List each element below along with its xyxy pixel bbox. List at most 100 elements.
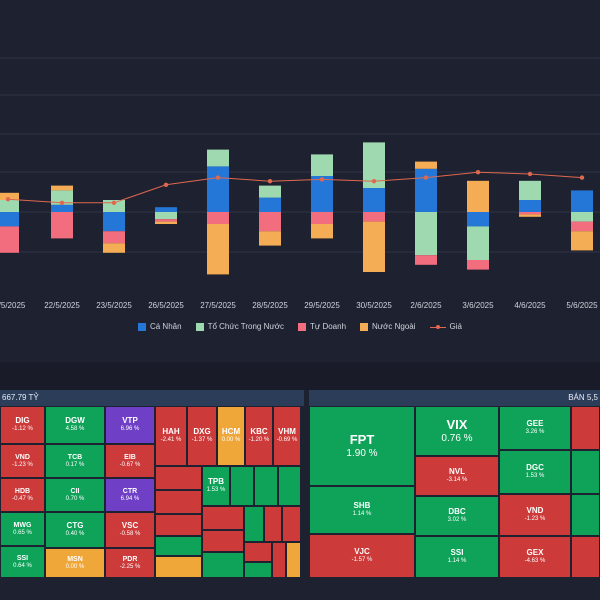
heatmap-edge-tile[interactable] <box>571 494 600 536</box>
heatmap-tile-pdr[interactable]: PDR -2.25 % <box>105 548 155 578</box>
heatmap-tile-hdb[interactable]: HDB -0.47 % <box>0 478 45 512</box>
bar-nước-ngoài-4[interactable] <box>207 224 229 275</box>
heatmap-small-tile[interactable] <box>202 552 244 578</box>
legend-item-nuoc-ngoai[interactable]: Nước Ngoài <box>360 322 416 331</box>
bar-nước-ngoài-9[interactable] <box>467 180 489 212</box>
heatmap-tile-cii[interactable]: CII 0.70 % <box>45 478 105 512</box>
heatmap-tile-vtp[interactable]: VTP 6.96 % <box>105 406 155 444</box>
bar-tổ-chức-trong-nước-6[interactable] <box>311 154 333 176</box>
heatmap-tile-hah[interactable]: HAH -2.41 % <box>155 406 187 466</box>
heatmap-small-tile[interactable] <box>244 542 272 562</box>
heatmap-small-tile[interactable] <box>202 530 244 552</box>
heatmap-tile-ctg[interactable]: CTG 0.40 % <box>45 512 105 548</box>
heatmap-edge-tile[interactable] <box>571 536 600 578</box>
bar-tự-doanh-0[interactable] <box>0 226 19 253</box>
heatmap-tile-tpb[interactable]: TPB 1.53 % <box>202 466 230 506</box>
bar-tổ-chức-trong-nước-10[interactable] <box>519 180 541 200</box>
bar-nước-ngoài-0[interactable] <box>0 192 19 200</box>
heatmap-tile-fpt[interactable]: FPT 1.90 % <box>309 406 415 486</box>
heatmap-tile-eib[interactable]: EIB -0.67 % <box>105 444 155 478</box>
heatmap-tile-dxg[interactable]: DXG -1.37 % <box>187 406 217 466</box>
heatmap-small-tile[interactable] <box>264 506 282 542</box>
heatmap-small-tile[interactable] <box>155 466 202 490</box>
heatmap-tile-vhm[interactable]: VHM -0.69 % <box>273 406 301 466</box>
bar-nước-ngoài-2[interactable] <box>103 243 125 253</box>
legend-item-ca-nhan[interactable]: Cá Nhân <box>137 322 182 331</box>
bar-tự-doanh-2[interactable] <box>103 231 125 244</box>
heatmap-small-tile[interactable] <box>244 506 264 542</box>
heatmap-small-tile[interactable] <box>230 466 254 506</box>
heatmap-tile-ssi[interactable]: SSI 1.14 % <box>415 536 499 578</box>
bar-tự-doanh-9[interactable] <box>467 260 489 270</box>
heatmap-tile-vnd[interactable]: VND -1.23 % <box>0 444 45 478</box>
heatmap-small-tile[interactable] <box>272 542 286 578</box>
heatmap-small-tile[interactable] <box>155 556 202 578</box>
bar-tự-doanh-10[interactable] <box>519 212 541 215</box>
heatmap-tile-nvl[interactable]: NVL -3.14 % <box>415 456 499 496</box>
heatmap-edge-tile[interactable] <box>571 406 600 450</box>
heatmap-tile-ssi[interactable]: SSI 0.64 % <box>0 546 45 578</box>
heatmap-small-tile[interactable] <box>286 542 301 578</box>
price-point-9[interactable] <box>475 170 481 175</box>
heatmap-small-tile[interactable] <box>155 490 202 514</box>
price-point-7[interactable] <box>371 179 377 184</box>
heatmap-tile-shb[interactable]: SHB 1.14 % <box>309 486 415 534</box>
heatmap-tile-gex[interactable]: GEX -4.63 % <box>499 536 571 578</box>
bar-cá-nhân-8[interactable] <box>415 168 437 212</box>
bar-nước-ngoài-10[interactable] <box>519 214 541 217</box>
bar-tổ-chức-trong-nước-8[interactable] <box>415 212 437 256</box>
bar-nước-ngoài-5[interactable] <box>259 231 281 246</box>
price-point-11[interactable] <box>579 175 585 180</box>
bar-tổ-chức-trong-nước-1[interactable] <box>51 190 73 205</box>
bar-tổ-chức-trong-nước-3[interactable] <box>155 212 177 220</box>
price-point-8[interactable] <box>423 175 429 180</box>
heatmap-small-tile[interactable] <box>282 506 301 542</box>
price-point-10[interactable] <box>527 171 533 177</box>
heatmap-tile-vix[interactable]: VIX 0.76 % <box>415 406 499 456</box>
heatmap-tile-gee[interactable]: GEE 3.26 % <box>499 406 571 450</box>
heatmap-tile-dgc[interactable]: DGC 1.53 % <box>499 450 571 494</box>
heatmap-tile-msn[interactable]: MSN 0.00 % <box>45 548 105 578</box>
bar-cá-nhân-9[interactable] <box>467 212 489 227</box>
price-point-6[interactable] <box>319 177 325 182</box>
bar-tổ-chức-trong-nước-4[interactable] <box>207 149 229 167</box>
price-point-0[interactable] <box>5 197 11 202</box>
heatmap-small-tile[interactable] <box>244 562 272 578</box>
heatmap-tile-dbc[interactable]: DBC 3.02 % <box>415 496 499 536</box>
heatmap-tile-vjc[interactable]: VJC -1.57 % <box>309 534 415 578</box>
bar-cá-nhân-2[interactable] <box>103 212 125 232</box>
bar-nước-ngoài-7[interactable] <box>363 221 385 272</box>
heatmap-small-tile[interactable] <box>202 506 244 530</box>
legend-item-tu-doanh[interactable]: Tự Doanh <box>297 322 346 331</box>
heatmap-tile-vnd[interactable]: VND -1.23 % <box>499 494 571 536</box>
bar-tự-doanh-7[interactable] <box>363 212 385 222</box>
heatmap-tile-vsc[interactable]: VSC -0.58 % <box>105 512 155 548</box>
heatmap-edge-tile[interactable] <box>571 450 600 494</box>
price-point-3[interactable] <box>163 182 169 187</box>
bar-tổ-chức-trong-nước-11[interactable] <box>571 212 593 222</box>
bar-nước-ngoài-3[interactable] <box>155 221 177 224</box>
heatmap-small-tile[interactable] <box>278 466 301 506</box>
bar-tổ-chức-trong-nước-7[interactable] <box>363 142 385 188</box>
heatmap-small-tile[interactable] <box>155 536 202 556</box>
bar-cá-nhân-5[interactable] <box>259 197 281 212</box>
heatmap-tile-dgw[interactable]: DGW 4.58 % <box>45 406 105 444</box>
price-point-2[interactable] <box>111 200 117 205</box>
bar-tự-doanh-6[interactable] <box>311 212 333 224</box>
price-point-1[interactable] <box>59 200 65 205</box>
legend-item-gia[interactable]: Giá <box>429 322 462 331</box>
bar-tổ-chức-trong-nước-9[interactable] <box>467 226 489 260</box>
heatmap-tile-dig[interactable]: DIG -1.12 % <box>0 406 45 444</box>
bar-nước-ngoài-11[interactable] <box>571 231 593 251</box>
bar-tự-doanh-5[interactable] <box>259 212 281 232</box>
bar-cá-nhân-4[interactable] <box>207 166 229 212</box>
bar-cá-nhân-3[interactable] <box>155 207 177 212</box>
bar-tổ-chức-trong-nước-0[interactable] <box>0 200 19 212</box>
bar-tự-doanh-3[interactable] <box>155 219 177 222</box>
bar-tự-doanh-1[interactable] <box>51 212 73 239</box>
legend-item-to-chuc[interactable]: Tổ Chức Trong Nước <box>195 322 284 331</box>
bar-nước-ngoài-6[interactable] <box>311 224 333 239</box>
bar-tự-doanh-4[interactable] <box>207 212 229 224</box>
bar-cá-nhân-1[interactable] <box>51 204 73 212</box>
price-point-4[interactable] <box>215 175 221 180</box>
